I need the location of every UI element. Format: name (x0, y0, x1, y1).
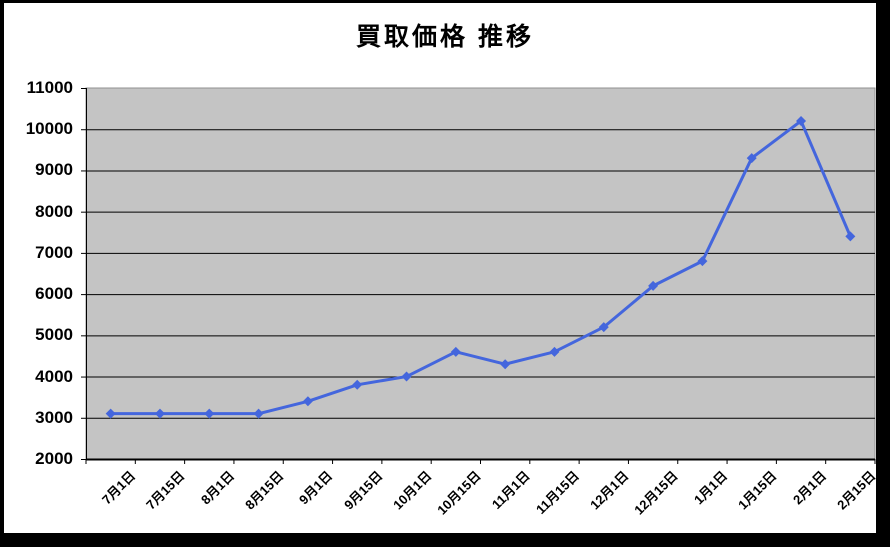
y-axis-tick-label: 2000 (35, 449, 73, 468)
data-point-marker (549, 346, 560, 357)
data-point-marker (845, 231, 856, 242)
y-axis-tick-label: 3000 (35, 407, 73, 427)
y-axis-tick-label: 9000 (35, 160, 73, 180)
y-axis-tick-label: 11000 (26, 78, 73, 97)
data-point-marker (598, 322, 609, 333)
data-point-marker (253, 408, 264, 419)
y-axis-tick-label: 10000 (25, 119, 73, 139)
y-axis-tick-label: 7000 (35, 242, 73, 262)
data-point-marker (648, 280, 659, 291)
data-point-marker (352, 379, 363, 390)
plot-area (85, 87, 876, 460)
y-axis-tick-label: 5000 (35, 325, 73, 345)
y-axis-tick-label: 4000 (35, 366, 73, 386)
data-point-marker (401, 371, 412, 382)
data-point-marker (500, 359, 511, 370)
data-point-marker (302, 396, 313, 407)
data-point-marker (105, 408, 116, 419)
chart-title: 買取価格 推移 (356, 23, 534, 51)
data-point-marker (204, 408, 215, 419)
y-axis-tick-label: 6000 (35, 284, 73, 304)
data-point-marker (154, 408, 165, 419)
data-point-marker (746, 153, 757, 164)
series-line (110, 119, 852, 416)
data-point-marker (697, 256, 708, 267)
y-axis-tick-label: 8000 (35, 201, 73, 221)
data-point-marker (450, 346, 461, 357)
data-point-marker (796, 115, 807, 126)
